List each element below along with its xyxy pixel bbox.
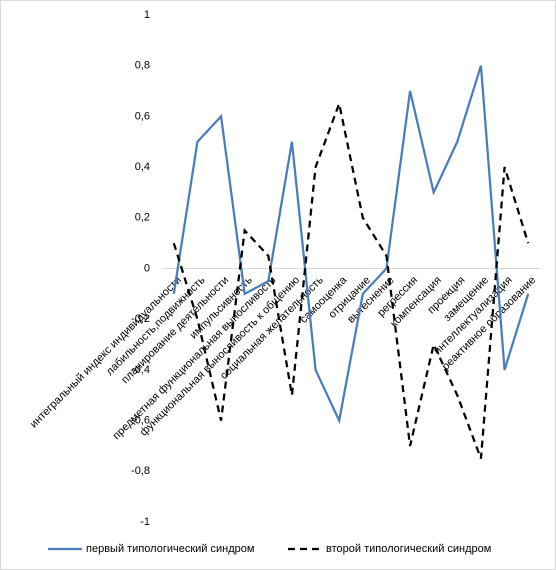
y-tick-label: -0,2	[131, 313, 150, 325]
series-line	[172, 65, 530, 425]
y-tick-label: -0,6	[131, 415, 150, 427]
legend-label: первый типологический синдром	[86, 543, 254, 555]
series-line	[172, 99, 530, 460]
y-tick-label: 0,4	[135, 161, 150, 173]
y-tick-label: 0,8	[135, 60, 150, 72]
y-tick-label: -0,8	[131, 465, 150, 477]
y-tick-label: 0,2	[135, 212, 150, 224]
y-tick-label: 0	[144, 262, 150, 274]
y-tick-label: 1	[144, 9, 150, 21]
legend-label: второй типологический синдром	[326, 543, 491, 555]
y-tick-label: -1	[140, 516, 150, 528]
y-tick-label: -0,4	[131, 364, 150, 376]
y-tick-label: 0,6	[135, 110, 150, 122]
